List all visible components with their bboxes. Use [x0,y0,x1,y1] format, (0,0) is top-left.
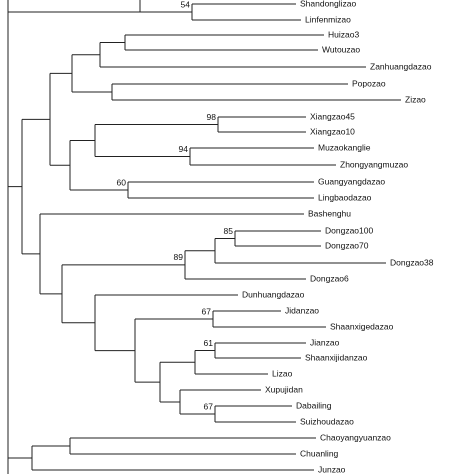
taxon-label: Zanhuangdazao [370,61,432,71]
taxon-label: Zhongyangmuzao [340,159,408,169]
taxon-label: Junzao [318,464,346,474]
taxon-label: Jianzao [310,337,340,347]
taxon-label: Chaoyangyuanzao [320,432,391,442]
taxon-label: Shandonglizao [300,0,357,8]
taxon-label: Jidanzao [285,305,319,315]
taxon-label: Xiangzao10 [310,126,355,136]
bootstrap-value: 98 [207,112,217,122]
taxon-label: Xupujidan [265,384,303,394]
taxon-label: Chuanling [300,448,339,458]
bootstrap-value: 94 [179,144,189,154]
taxon-label: Guangyangdazao [318,176,385,186]
taxon-label: Linfenmizao [305,14,351,24]
taxon-label: Bashenghu [308,208,351,218]
bootstrap-value: 89 [174,252,184,262]
taxon-label: Popozao [352,78,386,88]
bootstrap-value: 60 [117,177,127,187]
taxon-label: Lizao [272,368,293,378]
taxon-label: Dunhuangdazao [242,289,305,299]
taxon-label: Shaanxijidanzao [305,352,368,362]
taxon-label: Xiangzao45 [310,111,355,121]
taxon-label: Dongzao38 [390,257,434,267]
taxon-label: Wutouzao [322,44,360,54]
taxon-label: Dongzao100 [325,225,373,235]
bootstrap-value: 85 [224,226,234,236]
taxon-label: Dongzao6 [310,273,349,283]
taxon-label: Dabailing [296,400,332,410]
bootstrap-value: 54 [181,0,191,9]
taxon-label: Suizhoudazao [300,416,354,426]
taxon-label: Huizao3 [328,29,359,39]
bootstrap-value: 67 [202,306,212,316]
bootstrap-value: 61 [204,338,214,348]
taxon-label: Lingbaodazao [318,192,372,202]
taxon-label: Dongzao70 [325,240,369,250]
taxon-label: Zizao [405,94,426,104]
taxon-label: Shaanxigedazao [330,321,394,331]
bootstrap-value: 67 [204,401,214,411]
taxon-label: Muzaokanglie [318,142,371,152]
